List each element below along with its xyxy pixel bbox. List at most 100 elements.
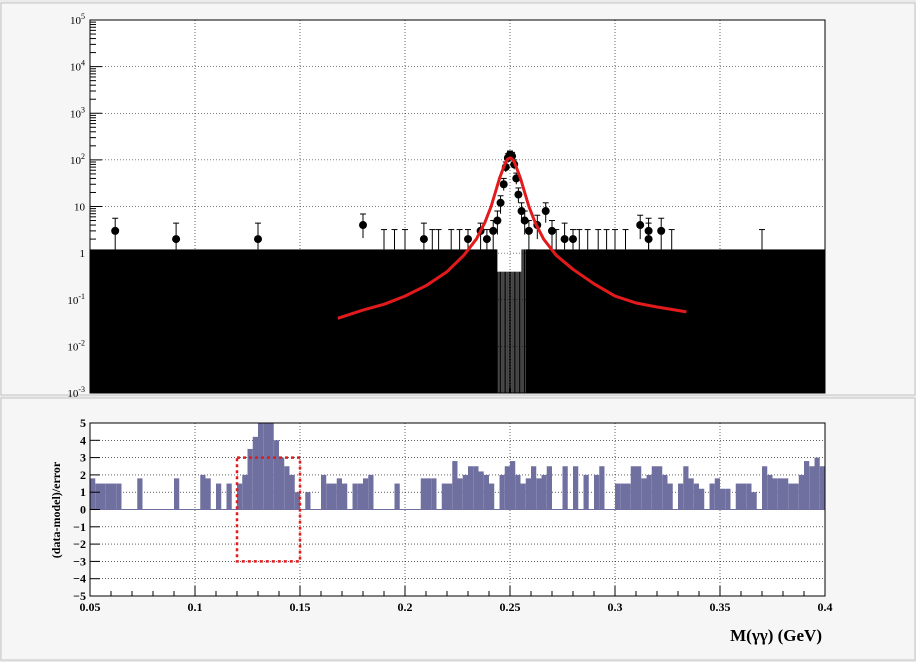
- data-point: [514, 190, 523, 199]
- pull-bar: [546, 466, 552, 510]
- pull-bar: [625, 483, 631, 510]
- bottom-x-tick-label: 0.15: [290, 600, 311, 614]
- pull-bar: [352, 483, 358, 510]
- empty-bin-band-right: [525, 249, 825, 393]
- pull-bar: [541, 474, 547, 510]
- pull-bar: [137, 478, 143, 510]
- top-y-tick-label: 105: [70, 12, 85, 27]
- data-point: [493, 216, 502, 225]
- pull-bar: [594, 474, 600, 510]
- pull-bars: [90, 423, 825, 510]
- pull-bar: [809, 466, 815, 510]
- bottom-y-tick-label: −3: [73, 554, 86, 568]
- pull-bar: [657, 466, 663, 510]
- bottom-y-tick-label: 5: [80, 416, 86, 430]
- pull-bar: [90, 478, 96, 510]
- top-data-layer: [90, 150, 825, 393]
- pull-bar: [772, 478, 778, 510]
- pull-bar: [735, 483, 741, 510]
- bottom-x-axis: 0.05 0.1 0.15 0.2 0.25 0.3 0.35 0.4: [80, 388, 833, 614]
- empty-bin-band-left: [90, 249, 498, 393]
- pull-bar: [100, 483, 106, 510]
- bottom-x-tick-label: 0.05: [80, 600, 101, 614]
- pull-bar: [641, 478, 647, 510]
- data-point: [541, 207, 550, 216]
- pull-bar: [205, 478, 211, 510]
- data-point: [560, 235, 569, 244]
- pull-bar: [268, 423, 274, 510]
- pull-bar: [636, 466, 642, 510]
- pull-bar: [116, 483, 122, 510]
- pull-bar: [499, 474, 505, 510]
- data-point: [524, 226, 533, 235]
- data-point: [419, 235, 428, 244]
- pull-bar: [331, 483, 337, 510]
- model-curve: [337, 156, 687, 320]
- pull-bar: [798, 474, 804, 510]
- pull-bar: [394, 483, 400, 510]
- pull-bar: [804, 461, 810, 510]
- pull-bar: [814, 457, 820, 510]
- pull-bar: [515, 474, 521, 510]
- top-y-axis: 10-3 10-2 10-1 1 10 102 103 104 105: [67, 12, 102, 400]
- pull-bar: [662, 474, 668, 510]
- pull-bar: [536, 478, 542, 510]
- pull-bar: [431, 478, 437, 510]
- pull-bar: [683, 466, 689, 510]
- pull-bar: [489, 483, 495, 510]
- pull-bar: [583, 474, 589, 510]
- highlight-box-rect: [235, 456, 302, 563]
- pull-bar: [651, 466, 657, 510]
- pull-bar: [447, 483, 453, 510]
- top-y-tick-label: 104: [70, 59, 85, 74]
- pull-bar: [615, 483, 621, 510]
- data-point: [569, 235, 577, 244]
- pull-bar: [725, 488, 731, 510]
- top-y-tick-label: 103: [70, 105, 85, 120]
- pull-bar: [667, 483, 673, 510]
- pull-bar: [457, 478, 463, 510]
- bottom-y-axis: 5 4 3 2 1 0 −1 −2 −3 −4 −5: [73, 416, 100, 603]
- pull-bar: [525, 478, 531, 510]
- pull-bar: [473, 466, 479, 510]
- pull-bar: [111, 483, 117, 510]
- pull-bar: [783, 478, 789, 510]
- pull-bar: [294, 492, 300, 510]
- pull-bar: [368, 474, 374, 510]
- data-point: [359, 221, 367, 230]
- data-point: [496, 198, 505, 207]
- pull-bar: [326, 483, 332, 510]
- pull-bar: [357, 483, 363, 510]
- pull-bar: [646, 474, 652, 510]
- pull-bar: [746, 483, 752, 510]
- pull-bar: [200, 474, 206, 510]
- pull-bar: [741, 483, 747, 510]
- bottom-x-tick-label: 0.2: [398, 600, 413, 614]
- pull-bar: [252, 436, 258, 510]
- pull-bar: [216, 483, 222, 510]
- pull-bar: [174, 478, 180, 510]
- top-pad: 10-3 10-2 10-1 1 10 102 103 104 105: [0, 2, 916, 400]
- pull-bar: [247, 448, 253, 510]
- bottom-y-tick-label: 2: [80, 468, 86, 482]
- pull-bar: [777, 478, 783, 510]
- pull-bar: [462, 474, 468, 510]
- data-point: [548, 226, 556, 235]
- pull-bar: [599, 466, 605, 510]
- pull-bar: [420, 478, 426, 510]
- pull-bar: [305, 492, 311, 510]
- top-y-tick-label: 10: [74, 202, 86, 214]
- bottom-x-tick-label: 0.35: [710, 600, 731, 614]
- highlight-box: [235, 456, 302, 563]
- pull-bar: [709, 483, 715, 510]
- bottom-y-tick-label: 0: [80, 503, 86, 517]
- data-point: [636, 221, 645, 230]
- pull-bar: [531, 466, 537, 510]
- pull-bar: [520, 483, 526, 510]
- pull-bar: [363, 478, 369, 510]
- top-y-tick-label: 10-2: [67, 338, 85, 353]
- pull-bar: [510, 461, 516, 510]
- pull-bar: [714, 478, 720, 510]
- pull-bar: [562, 466, 568, 510]
